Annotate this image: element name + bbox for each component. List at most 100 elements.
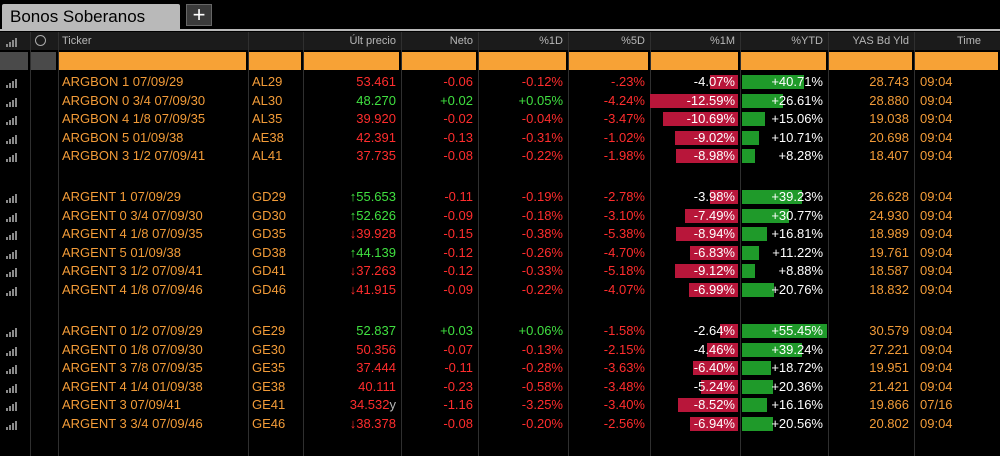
select-cell[interactable]	[30, 322, 58, 340]
col-1d-header[interactable]: %1D	[539, 35, 563, 47]
select-cell[interactable]	[30, 129, 58, 147]
table-row[interactable]: ARGBON 0 3/4 07/09/30 AL30 48.270 +0.02 +0.0…	[0, 92, 1000, 110]
table-row[interactable]: ARGENT 4 1/4 01/09/38 GE38 40.111 -0.23 -0.5…	[0, 378, 1000, 396]
filter-1d[interactable]	[478, 52, 568, 70]
filter-yas[interactable]	[828, 52, 914, 70]
tab-bonos-soberanos[interactable]: Bonos Soberanos	[2, 4, 180, 30]
ticker-code[interactable]: GD29	[252, 189, 286, 204]
ticker-code[interactable]: GD41	[252, 263, 286, 279]
bond-name[interactable]: ARGBON 4 1/8 07/09/35	[62, 111, 206, 127]
col-neto-header[interactable]: Neto	[449, 35, 473, 47]
ticker-code[interactable]: AL30	[252, 92, 283, 108]
bond-name[interactable]: ARGENT 3 3/4 07/09/46	[62, 416, 203, 431]
select-cell[interactable]	[30, 341, 58, 359]
select-cell[interactable]	[30, 396, 58, 414]
select-cell[interactable]	[30, 188, 58, 206]
select-cell[interactable]	[30, 262, 58, 280]
bond-name[interactable]: ARGBON 5 01/09/38	[62, 129, 184, 145]
signal-cell[interactable]	[0, 341, 30, 359]
filter-5d[interactable]	[568, 52, 650, 70]
signal-cell[interactable]	[0, 147, 30, 165]
signal-cell[interactable]	[0, 207, 30, 225]
table-row[interactable]: ARGENT 4 1/8 07/09/35 GD35 ↓39.928 -0.15 -0.…	[0, 225, 1000, 243]
bond-name[interactable]: ARGENT 5 01/09/38	[62, 244, 181, 260]
col-1m-header[interactable]: %1M	[709, 35, 735, 47]
ticker-code[interactable]: GE29	[252, 323, 286, 338]
ticker-code[interactable]: GE41	[252, 397, 286, 413]
signal-cell[interactable]	[0, 378, 30, 396]
bond-name[interactable]: ARGENT 3 07/09/41	[62, 397, 181, 413]
table-row[interactable]: ARGBON 1 07/09/29 AL29 53.461 -0.06 -0.12% -.…	[0, 73, 1000, 91]
table-row[interactable]: ARGENT 0 1/2 07/09/29 GE29 52.837 +0.03 +0.0…	[0, 322, 1000, 340]
table-row[interactable]: ARGENT 0 1/8 07/09/30 GE30 50.356 -0.07 -0.1…	[0, 341, 1000, 359]
select-cell[interactable]	[30, 415, 58, 433]
select-cell[interactable]	[30, 225, 58, 243]
table-row[interactable]: ARGBON 5 01/09/38 AE38 42.391 -0.13 -0.31% -1…	[0, 129, 1000, 147]
col-ytd-header[interactable]: %YTD	[791, 35, 823, 47]
signal-cell[interactable]	[0, 110, 30, 128]
bond-name[interactable]: ARGENT 4 1/8 07/09/35	[62, 226, 203, 242]
ticker-code[interactable]: GE46	[252, 416, 286, 431]
bond-name[interactable]: ARGENT 4 1/8 07/09/46	[62, 282, 203, 297]
bond-name[interactable]: ARGENT 3 1/2 07/09/41	[62, 263, 203, 279]
signal-cell[interactable]	[0, 415, 30, 433]
table-row[interactable]: ARGENT 4 1/8 07/09/46 GD46 ↓41.915 -0.09 -0.…	[0, 281, 1000, 299]
table-row[interactable]: ARGENT 1 07/09/29 GD29 ↑55.653 -0.11 -0.19% -…	[0, 188, 1000, 206]
bond-name[interactable]: ARGENT 0 3/4 07/09/30	[62, 207, 203, 223]
table-row[interactable]: ARGENT 3 7/8 07/09/35 GE35 37.444 -0.11 -0.2…	[0, 359, 1000, 377]
select-cell[interactable]	[30, 73, 58, 91]
signal-cell[interactable]	[0, 225, 30, 243]
add-tab-button[interactable]: +	[186, 4, 212, 26]
ticker-code[interactable]: GD38	[252, 244, 286, 260]
bond-name[interactable]: ARGBON 3 1/2 07/09/41	[62, 148, 206, 164]
col-ult-precio-header[interactable]: Últ precio	[349, 35, 396, 47]
signal-cell[interactable]	[0, 322, 30, 340]
table-row[interactable]: ARGENT 3 1/2 07/09/41 GD41 ↓37.263 -0.12 -0.…	[0, 262, 1000, 280]
ticker-code[interactable]: GE38	[252, 378, 286, 394]
filter-ytd[interactable]	[740, 52, 828, 70]
bond-name[interactable]: ARGENT 0 1/8 07/09/30	[62, 341, 203, 357]
bond-name[interactable]: ARGENT 1 07/09/29	[62, 189, 181, 204]
signal-cell[interactable]	[0, 359, 30, 377]
filter-cell[interactable]	[0, 52, 30, 70]
bond-name[interactable]: ARGBON 1 07/09/29	[62, 74, 184, 89]
filter-code[interactable]	[248, 52, 303, 70]
col-yas-header[interactable]: YAS Bd Yld	[852, 35, 909, 47]
table-row[interactable]: ARGBON 4 1/8 07/09/35 AL35 39.920 -0.02 -0.0…	[0, 110, 1000, 128]
select-cell[interactable]	[30, 359, 58, 377]
col-time-header[interactable]: Time	[956, 35, 981, 47]
table-row[interactable]: ARGENT 3 3/4 07/09/46 GE46 ↓38.378 -0.08 -0.…	[0, 415, 1000, 433]
select-cell[interactable]	[30, 110, 58, 128]
table-row[interactable]: ARGENT 0 3/4 07/09/30 GD30 ↑52.626 -0.09 -0.…	[0, 207, 1000, 225]
signal-cell[interactable]	[0, 244, 30, 262]
ticker-code[interactable]: GE35	[252, 360, 286, 376]
bond-name[interactable]: ARGENT 0 1/2 07/09/29	[62, 323, 203, 338]
select-cell[interactable]	[30, 281, 58, 299]
signal-cell[interactable]	[0, 396, 30, 414]
select-cell[interactable]	[30, 147, 58, 165]
bond-name[interactable]: ARGENT 3 7/8 07/09/35	[62, 360, 203, 376]
filter-neto[interactable]	[401, 52, 478, 70]
filter-ticker[interactable]	[58, 52, 248, 70]
filter-time[interactable]	[914, 52, 1000, 70]
signal-header[interactable]	[0, 32, 30, 50]
ticker-code[interactable]: AL41	[252, 148, 283, 164]
signal-cell[interactable]	[0, 262, 30, 280]
col-code-header[interactable]	[248, 32, 303, 50]
select-cell[interactable]	[30, 378, 58, 396]
ticker-code[interactable]: GD35	[252, 226, 286, 242]
filter-price[interactable]	[303, 52, 401, 70]
ticker-code[interactable]: AL29	[252, 74, 283, 89]
select-cell[interactable]	[30, 92, 58, 110]
bond-name[interactable]: ARGBON 0 3/4 07/09/30	[62, 92, 206, 108]
ticker-code[interactable]: GD30	[252, 207, 286, 223]
col-ticker-header[interactable]: Ticker	[62, 35, 92, 47]
select-header[interactable]	[30, 32, 57, 50]
signal-cell[interactable]	[0, 92, 30, 110]
ticker-code[interactable]: GE30	[252, 341, 286, 357]
signal-cell[interactable]	[0, 281, 30, 299]
ticker-code[interactable]: AL35	[252, 111, 283, 127]
filter-cell[interactable]	[30, 52, 58, 70]
table-row[interactable]: ARGBON 3 1/2 07/09/41 AL41 37.735 -0.08 -0.2…	[0, 147, 1000, 165]
ticker-code[interactable]: AE38	[252, 129, 284, 145]
